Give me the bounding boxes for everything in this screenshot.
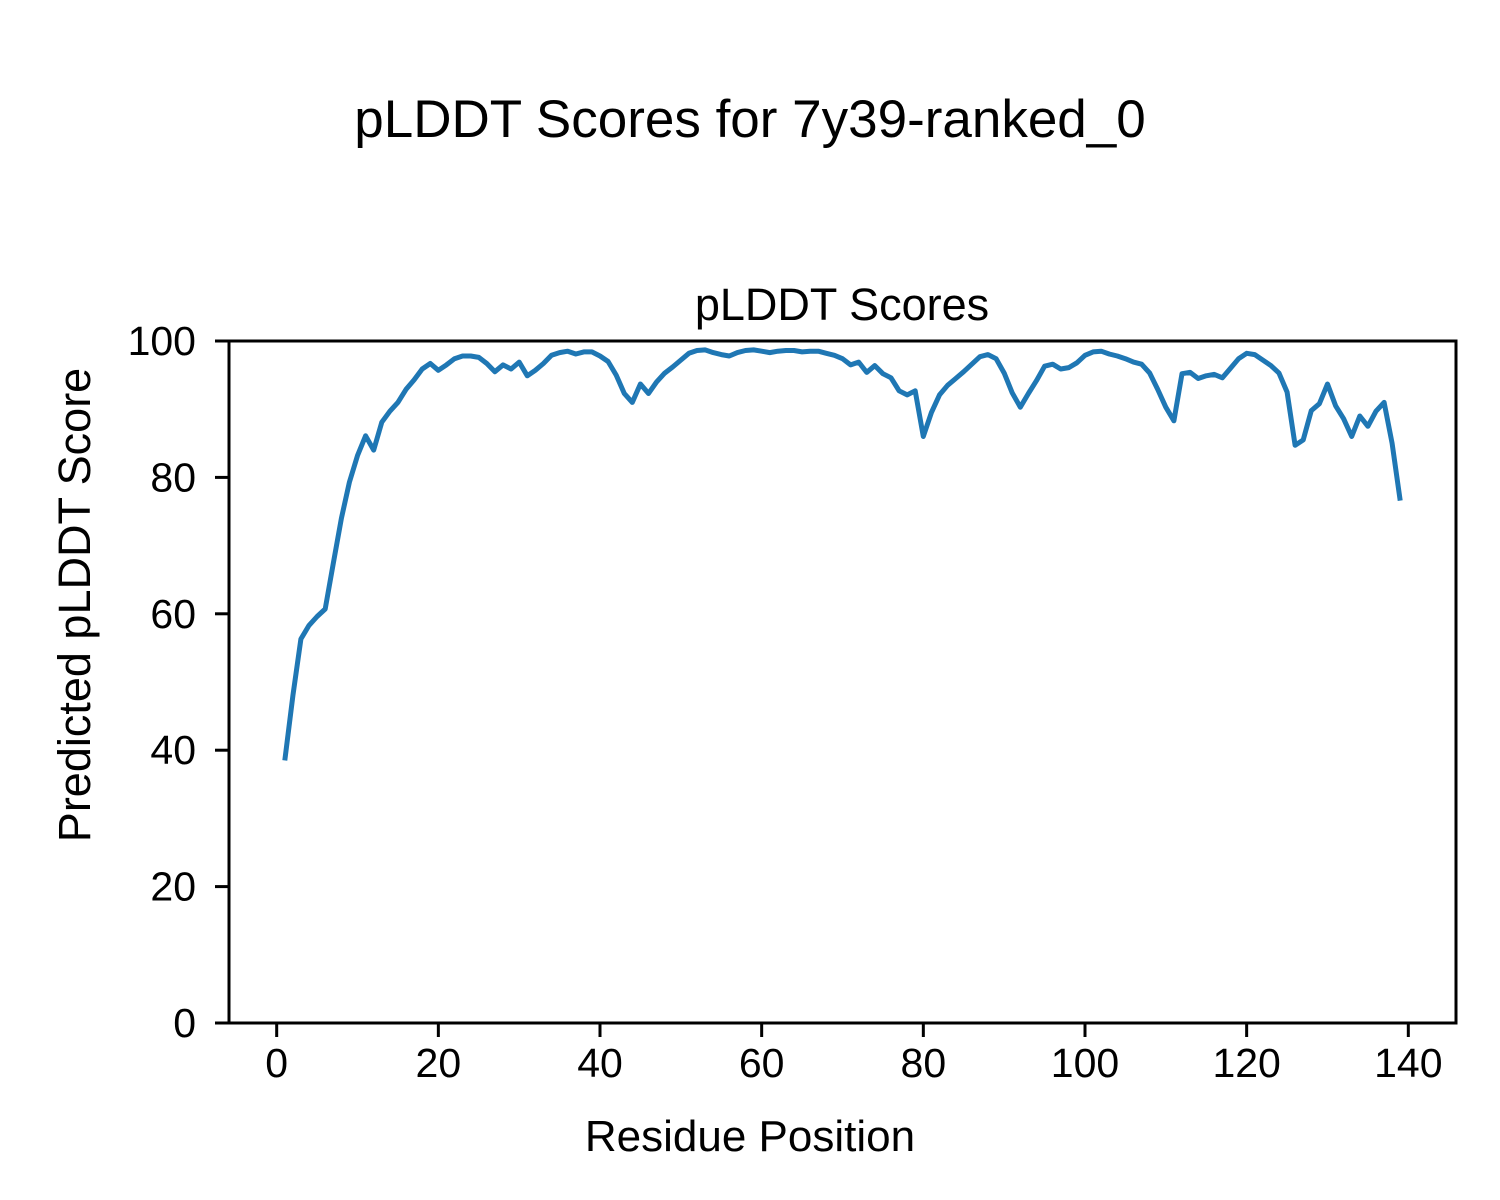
x-tick-label: 120	[1212, 1040, 1280, 1086]
x-tick-label: 60	[739, 1040, 785, 1086]
y-tick-label: 80	[150, 454, 196, 500]
x-tick-label: 100	[1051, 1040, 1119, 1086]
axes-title: pLDDT Scores	[695, 279, 989, 330]
y-tick-label: 100	[128, 318, 196, 364]
axes-layer: 0 20 40 60 80 100 120 140 0 20 40 60 80 100	[128, 318, 1458, 1086]
y-tick-label: 40	[150, 727, 196, 773]
y-tick-label: 20	[150, 864, 196, 910]
x-tick-label: 80	[901, 1040, 947, 1086]
figure-title: pLDDT Scores for 7y39-ranked_0	[354, 90, 1145, 149]
plddt-line	[282, 347, 1403, 761]
x-axis-label: Residue Position	[585, 1112, 915, 1161]
plot-border	[227, 339, 1458, 1025]
x-tick-label: 140	[1374, 1040, 1442, 1086]
y-axis-label: Predicted pLDDT Score	[49, 368, 100, 842]
series-layer	[282, 347, 1403, 761]
y-tick-label: 60	[150, 591, 196, 637]
x-tick-label: 20	[416, 1040, 462, 1086]
x-tick-label: 40	[577, 1040, 623, 1086]
y-tick-label: 0	[173, 1000, 196, 1046]
x-tick-label: 0	[265, 1040, 288, 1086]
